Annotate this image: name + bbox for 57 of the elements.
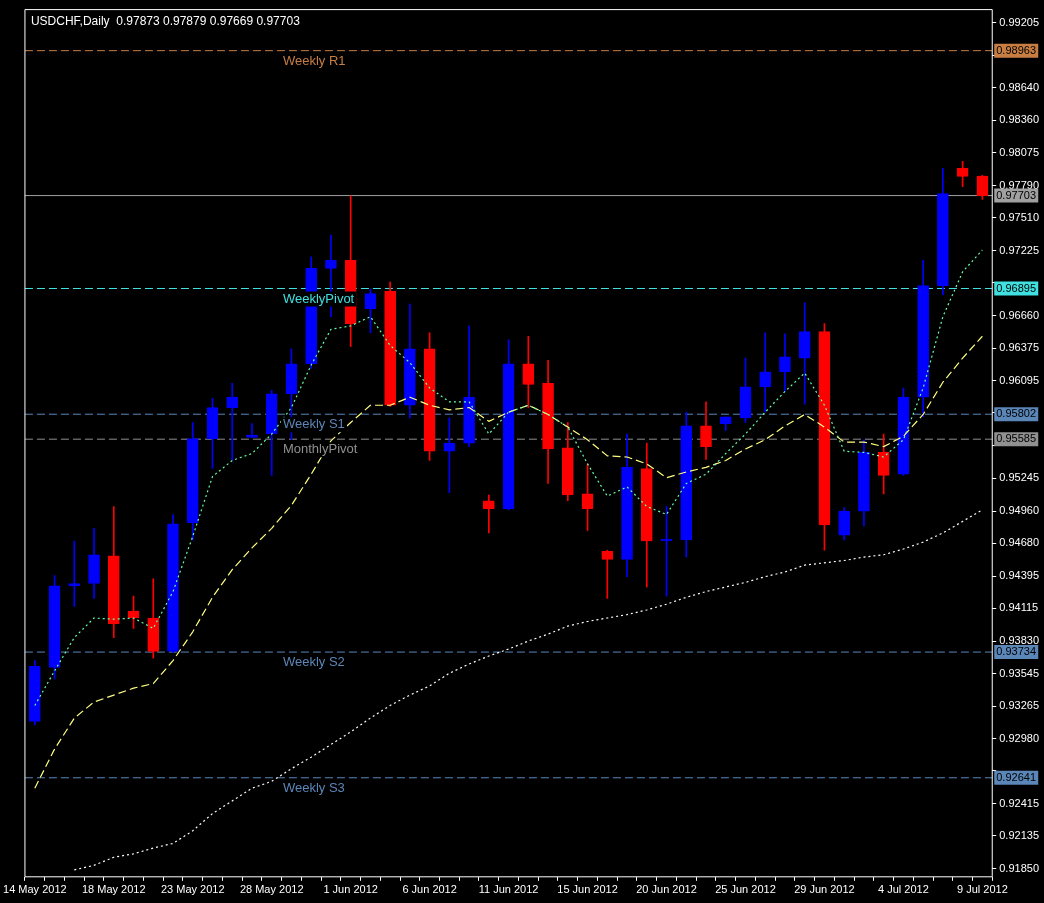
ref-line-label: Weekly R1 (282, 52, 346, 68)
x-tick-label: 6 Jun 2012 (402, 883, 457, 896)
y-tick-label: 0.98360 (999, 113, 1039, 126)
x-tick-label: 1 Jun 2012 (323, 883, 378, 896)
y-tick-label: 0.96095 (999, 373, 1039, 386)
annotation: 0.96895 (996, 281, 1036, 294)
chart-title: USDCHF,Daily 0.97873 0.97879 0.97669 0.97703 (30, 13, 301, 28)
y-tick-label: 0.99205 (999, 15, 1039, 28)
candlestick (246, 423, 258, 438)
y-tick-label: 0.93545 (999, 666, 1039, 679)
y-tick-label: 0.93830 (999, 634, 1039, 647)
candlestick (68, 540, 81, 607)
x-tick-label: 4 Jul 2012 (878, 883, 929, 896)
x-tick-label: 11 Jun 2012 (478, 883, 539, 896)
candlestick (601, 549, 614, 599)
y-tick-label: 0.97510 (999, 210, 1039, 223)
annotation: 0.97703 (996, 188, 1036, 201)
y-tick-label: 0.94115 (999, 601, 1039, 614)
y-tick-label: 0.98075 (999, 145, 1039, 158)
y-tick-label: 0.96375 (999, 341, 1039, 354)
x-tick-label: 23 May 2012 (160, 883, 225, 896)
ref-line-label: MonthlyPivot (282, 441, 358, 457)
y-tick-label: 0.92980 (999, 731, 1039, 744)
ref-line-label: Weekly S1 (282, 416, 345, 432)
y-tick-label: 0.92415 (999, 796, 1039, 809)
line-series (34, 249, 983, 707)
ref-line-label: Weekly S2 (282, 654, 345, 670)
candlestick (483, 494, 495, 534)
ref-line-label: Weekly S3 (282, 779, 345, 795)
annotation: 0.92641 (996, 770, 1036, 783)
y-tick-label: 0.96660 (999, 308, 1039, 321)
line-series (73, 509, 983, 871)
x-tick-label: 14 May 2012 (3, 883, 67, 896)
x-tick-label: 18 May 2012 (81, 883, 146, 896)
y-tick-label: 0.93265 (999, 699, 1039, 712)
y-tick-label: 0.94395 (999, 569, 1039, 582)
annotation: 0.98963 (996, 43, 1036, 56)
y-tick-label: 0.97225 (999, 243, 1039, 256)
y-tick-label: 0.91850 (999, 861, 1039, 874)
y-tick-label: 0.95245 (999, 471, 1039, 484)
x-tick-label: 28 May 2012 (239, 883, 304, 896)
y-tick-label: 0.98640 (999, 80, 1039, 93)
annotation: 0.93734 (996, 645, 1036, 658)
y-tick-label: 0.92135 (999, 829, 1039, 841)
x-tick-label: 15 Jun 2012 (557, 883, 618, 896)
y-tick-label: 0.94960 (999, 504, 1039, 517)
x-tick-label: 20 Jun 2012 (636, 883, 697, 896)
ref-line-label: WeeklyPivot (282, 290, 355, 306)
candlestick (759, 332, 772, 413)
y-tick-label: 0.97790 (999, 178, 1039, 191)
annotation: 0.95585 (996, 432, 1036, 445)
x-tick-label: 9 Jul 2012 (956, 883, 1008, 896)
x-tick-label: 29 Jun 2012 (794, 883, 855, 896)
candlestick (226, 383, 239, 461)
y-tick-label: 0.94680 (999, 536, 1039, 549)
x-tick-label: 25 Jun 2012 (715, 883, 776, 896)
annotation: 0.95802 (996, 407, 1036, 420)
